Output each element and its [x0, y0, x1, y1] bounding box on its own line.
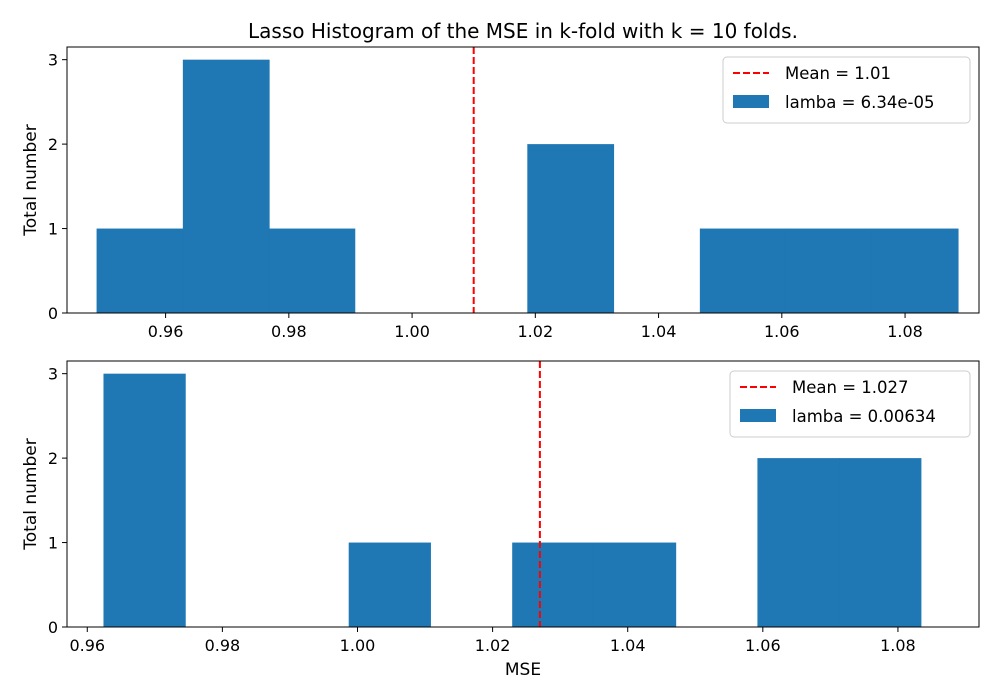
histogram-bar	[96, 228, 184, 313]
x-tick-label: 1.00	[340, 636, 376, 655]
x-tick-label: 1.02	[518, 322, 554, 341]
histogram-bar	[839, 458, 922, 627]
x-tick-label: 1.08	[887, 322, 923, 341]
histogram-bar	[182, 59, 270, 313]
axes-frame	[66, 46, 980, 314]
histogram-bar	[593, 542, 677, 627]
y-tick-label: 1	[48, 220, 58, 239]
histogram-bar	[527, 144, 615, 313]
y-tick-label: 3	[48, 365, 58, 384]
histogram-bar	[699, 228, 787, 313]
histogram-bar	[871, 228, 959, 313]
x-tick-label: 0.96	[148, 322, 184, 341]
x-tick-label: 1.06	[764, 322, 800, 341]
x-tick-label: 0.98	[205, 636, 241, 655]
histogram-panel-1: 0.96 0.98 1.00 1.02 1.04 1.06 1.08 0 1 2 3 Total nu…	[21, 46, 980, 341]
y-tick-label: 2	[48, 449, 58, 468]
histogram-panel-2: 0.96 0.98 1.00 1.02 1.04 1.06 1.08 0 1 2 3 Total nu…	[21, 360, 980, 680]
y-tick-label: 2	[48, 135, 58, 154]
figure-title: Lasso Histogram of the MSE in k-fold wit…	[248, 19, 798, 43]
x-tick-label: 1.02	[475, 636, 511, 655]
x-axis-label: MSE	[505, 660, 541, 680]
histogram-bar	[785, 228, 873, 313]
legend: Mean = 1.027 lamba = 0.00634	[729, 370, 971, 438]
x-tick-label: 0.98	[271, 322, 307, 341]
y-axis-label: Total number	[21, 438, 41, 550]
y-tick-label: 0	[48, 304, 58, 323]
x-tick-label: 0.96	[69, 636, 105, 655]
x-tick-label: 1.08	[880, 636, 916, 655]
legend-box	[722, 56, 971, 124]
histogram-bar	[348, 542, 431, 627]
y-tick-label: 1	[48, 534, 58, 553]
legend-mean-label: Mean = 1.027	[792, 378, 909, 397]
x-tick-label: 1.00	[394, 322, 430, 341]
x-tick-label: 1.06	[745, 636, 781, 655]
y-tick-label: 0	[48, 618, 58, 637]
legend-bar-swatch	[740, 409, 776, 422]
histogram-bar	[269, 228, 356, 313]
y-axis-label: Total number	[21, 124, 41, 236]
histogram-bar	[757, 458, 840, 627]
legend-bar-label: lamba = 6.34e-05	[785, 93, 935, 112]
legend-box	[729, 370, 971, 438]
histogram-bar	[103, 373, 186, 627]
legend: Mean = 1.01 lamba = 6.34e-05	[722, 56, 971, 124]
legend-bar-swatch	[733, 95, 769, 108]
legend-bar-label: lamba = 0.00634	[792, 407, 936, 426]
histogram-bar	[512, 542, 595, 627]
x-tick-label: 1.04	[610, 636, 646, 655]
x-tick-label: 1.04	[641, 322, 677, 341]
axes-frame	[66, 360, 980, 628]
legend-mean-label: Mean = 1.01	[785, 64, 891, 83]
y-tick-label: 3	[48, 51, 58, 70]
